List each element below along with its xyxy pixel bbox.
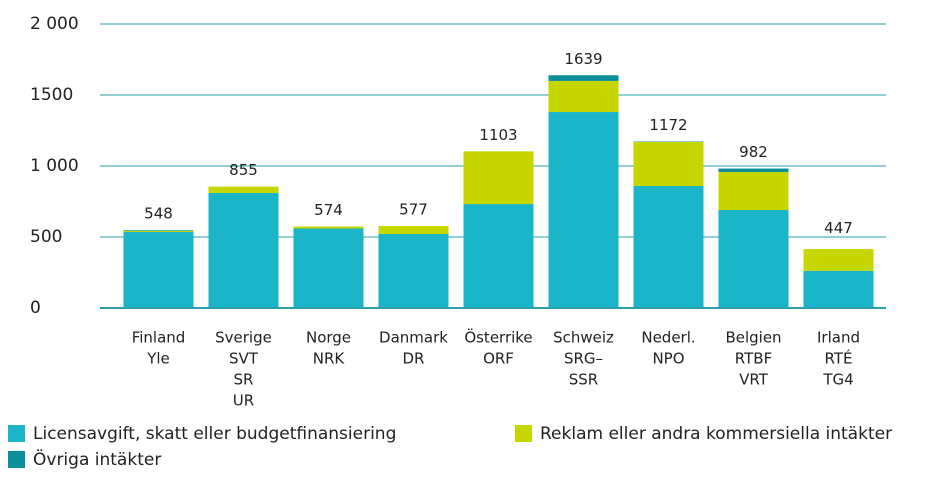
bar-segment — [378, 234, 449, 308]
x-tick-label: Nederl. — [641, 329, 695, 347]
y-tick-label: 1500 — [30, 85, 73, 105]
x-tick-label: Sverige — [215, 329, 272, 347]
y-tick-label: 1 000 — [30, 156, 79, 176]
bar-segment — [123, 230, 194, 233]
bar-segment — [123, 230, 194, 231]
x-tick-label: RTÉ — [825, 349, 853, 368]
legend-swatch — [515, 425, 532, 442]
bar-segment — [633, 186, 704, 308]
x-tick-label: SR — [234, 371, 254, 389]
x-tick-label: Belgien — [725, 329, 781, 347]
bar-segment — [293, 226, 364, 229]
y-tick-label: 500 — [30, 227, 62, 247]
x-tick-label: ORF — [483, 350, 514, 368]
bar-segment — [378, 226, 449, 235]
total-label: 577 — [399, 201, 428, 219]
legend-swatch — [8, 425, 25, 442]
bar-segment — [718, 171, 789, 211]
bar-segment — [548, 75, 619, 81]
bar-segment — [463, 204, 534, 308]
bar-segment — [633, 142, 704, 187]
x-tick-label: NRK — [313, 350, 346, 368]
total-label: 1172 — [649, 116, 687, 134]
total-label: 1639 — [564, 50, 602, 68]
total-label: 982 — [739, 143, 768, 161]
bar-segment — [718, 168, 789, 172]
legend-label: Reklam eller andra kommersiella intäkter — [540, 424, 892, 444]
bar-segment — [463, 151, 534, 205]
legend-label: Övriga intäkter — [33, 448, 161, 470]
y-tick-label: 0 — [30, 298, 41, 318]
x-tick-label: Danmark — [379, 329, 448, 347]
x-tick-label: Yle — [146, 350, 170, 368]
x-tick-label: UR — [233, 392, 254, 410]
bar-segment — [293, 228, 364, 308]
x-tick-label: SSR — [569, 371, 598, 389]
total-label: 574 — [314, 201, 343, 219]
x-tick-label: Norge — [306, 329, 351, 347]
bar-segment — [803, 249, 874, 271]
legend-swatch — [8, 451, 25, 468]
x-tick-label: Irland — [817, 329, 860, 347]
x-tick-label: NPO — [652, 350, 684, 368]
x-tick-label: SRG– — [564, 350, 603, 368]
bar-segment — [208, 192, 279, 308]
x-tick-label: SVT — [229, 350, 259, 368]
total-label: 855 — [229, 161, 258, 179]
x-tick-label: RTBF — [735, 350, 772, 368]
y-tick-label: 2 000 — [30, 14, 79, 34]
x-tick-label: Finland — [132, 329, 186, 347]
bar-segment — [123, 232, 194, 308]
bar-segment — [548, 80, 619, 113]
x-tick-label: Schweiz — [553, 329, 614, 347]
x-tick-label: DR — [403, 350, 425, 368]
bar-segment — [718, 210, 789, 308]
legend-label: Licensavgift, skatt eller budgetfinansie… — [33, 424, 396, 444]
bar-segment — [208, 186, 279, 193]
x-tick-label: Österrike — [464, 328, 532, 347]
total-label: 447 — [824, 219, 853, 237]
x-tick-label: VRT — [739, 371, 769, 389]
bar-segment — [548, 112, 619, 308]
total-label: 548 — [144, 205, 173, 223]
bar-segment — [803, 270, 874, 308]
x-tick-label: TG4 — [822, 371, 853, 389]
total-label: 1103 — [479, 126, 517, 144]
